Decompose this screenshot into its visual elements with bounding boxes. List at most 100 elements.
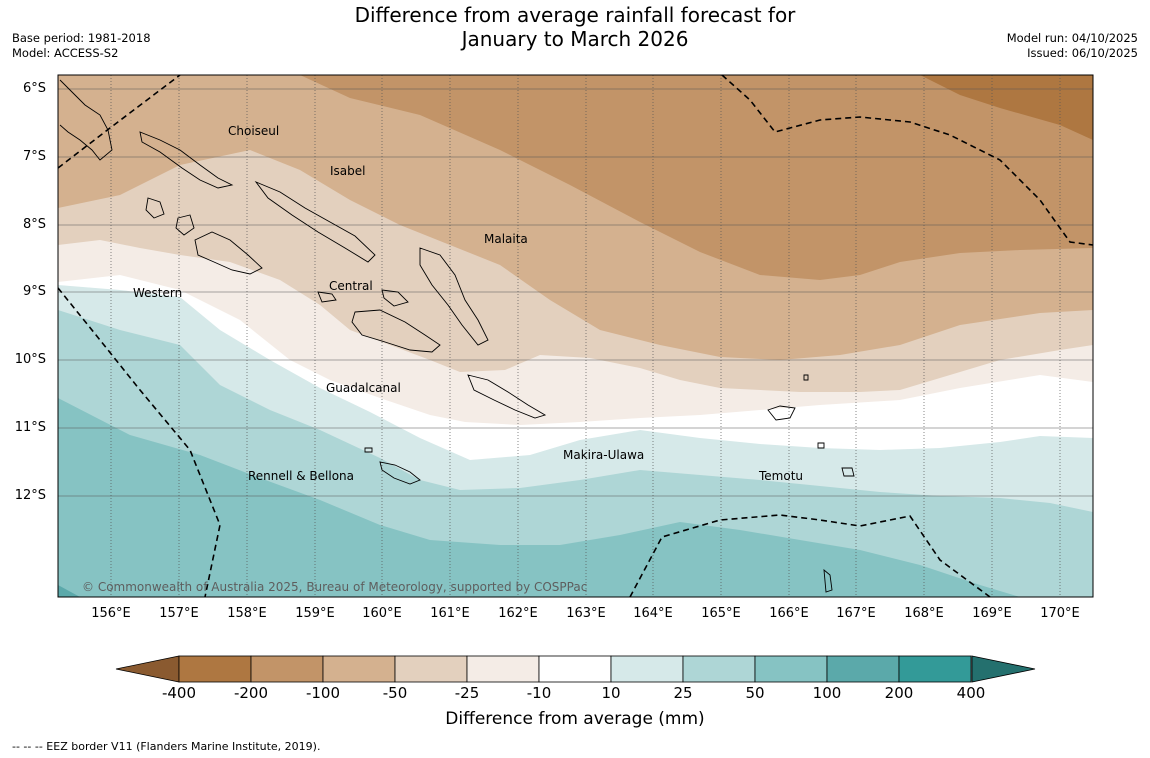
island-new-georgia (194, 231, 263, 275)
colorbar-cell (754, 655, 828, 683)
meridian-lines (110, 75, 1061, 597)
colorbar-label: -50 (382, 684, 408, 702)
lon-label: 156°E (91, 606, 131, 621)
lon-label: 169°E (972, 606, 1012, 621)
eez-legend-note: -- -- -- EEZ border V11 (Flanders Marine… (12, 740, 321, 753)
colorbar-cell (322, 655, 396, 683)
region-label-malaita: Malaita (484, 232, 528, 246)
colorbar-arrow-low (115, 655, 180, 683)
lon-label: 158°E (227, 606, 267, 621)
region-label-guadalcanal: Guadalcanal (326, 381, 401, 395)
meta-left: Base period: 1981-2018 Model: ACCESS-S2 (12, 31, 151, 61)
colorbar-cell (898, 655, 972, 683)
colorbar-cell (394, 655, 468, 683)
colorbar-cell (178, 655, 252, 683)
eez-line-north (57, 74, 181, 169)
lon-label: 165°E (701, 606, 741, 621)
copyright-notice: © Commonwealth of Australia 2025, Bureau… (82, 580, 588, 594)
colorbar-cell (538, 655, 612, 683)
lat-label: 11°S (14, 420, 46, 435)
contour-pos-100 (58, 585, 80, 597)
colorbar-cells (178, 655, 972, 683)
colorbar (115, 655, 1036, 683)
lon-label: 168°E (904, 606, 944, 621)
title-line-1: Difference from average rainfall forecas… (354, 3, 796, 27)
region-label-rennell: Rennell & Bellona (248, 469, 355, 483)
colorbar-cell (826, 655, 900, 683)
lat-label: 9°S (22, 284, 46, 299)
lon-label: 159°E (295, 606, 335, 621)
colorbar-label: 50 (745, 684, 765, 702)
eez-borders (57, 74, 1094, 598)
lon-label: 164°E (633, 606, 673, 621)
island-small-east (823, 568, 833, 593)
region-label-temotu: Temotu (759, 469, 804, 483)
lon-label: 162°E (498, 606, 538, 621)
island-choiseul (139, 131, 234, 189)
model-run: Model run: 04/10/2025 (1006, 31, 1138, 45)
colorbar-label: 10 (601, 684, 621, 702)
island-vella (145, 197, 165, 219)
eez-line-west (57, 287, 221, 598)
island-makira (467, 374, 547, 419)
region-label-choiseul: Choiseul (228, 124, 280, 138)
island-guadalcanal (351, 309, 441, 353)
base-period: Base period: 1981-2018 (12, 31, 151, 45)
issued-date: Issued: 06/10/2025 (1027, 46, 1138, 60)
contour-pos-50 (58, 398, 1020, 597)
eez-line-south (629, 514, 991, 598)
lat-label: 12°S (14, 488, 46, 503)
grid-lines (58, 88, 1093, 497)
colorbar-label: -400 (161, 684, 197, 702)
colorbar-cell (250, 655, 324, 683)
meta-right: Model run: 04/10/2025 Issued: 06/10/2025 (1007, 31, 1138, 61)
map-frame (57, 74, 1094, 598)
contour-neg-100 (58, 75, 1093, 280)
lon-label: 161°E (430, 606, 470, 621)
region-label-western: Western (133, 286, 183, 300)
colorbar-label: 100 (812, 684, 842, 702)
island-bougainville (59, 79, 113, 161)
island-reef (803, 374, 809, 381)
lat-label: 8°S (22, 217, 46, 232)
title-line-2: January to March 2026 (461, 27, 689, 51)
island-rennell (379, 461, 421, 485)
island-florida (317, 291, 337, 303)
lon-label: 167°E (836, 606, 876, 621)
lat-label: 6°S (22, 81, 46, 96)
lon-label: 160°E (362, 606, 402, 621)
region-label-makira: Makira-Ulawa (563, 448, 645, 462)
lon-label: 163°E (566, 606, 606, 621)
islands (59, 79, 855, 593)
lon-label: 157°E (159, 606, 199, 621)
lat-label: 10°S (14, 352, 46, 367)
colorbar-label: 25 (673, 684, 693, 702)
island-malaita (419, 247, 489, 346)
colorbar-label: 400 (956, 684, 986, 702)
island-russell (381, 289, 409, 307)
colorbar-arrow-high (971, 655, 1036, 683)
island-bellona (364, 447, 373, 453)
island-vanikoro (841, 467, 855, 477)
colorbar-label: -200 (233, 684, 269, 702)
island-santa-cruz (767, 405, 796, 421)
colorbar-cell (610, 655, 684, 683)
contour-neg-200 (920, 75, 1093, 140)
colorbar-cell (466, 655, 540, 683)
region-label-central: Central (329, 279, 373, 293)
colorbar-label: -100 (305, 684, 341, 702)
colorbar-cell (682, 655, 756, 683)
lon-label: 166°E (769, 606, 809, 621)
model-name: Model: ACCESS-S2 (12, 46, 119, 60)
colorbar-title: Difference from average (mm) (445, 709, 705, 729)
lon-label: 170°E (1040, 606, 1080, 621)
lat-label: 7°S (22, 149, 46, 164)
island-isabel (254, 180, 376, 263)
colorbar-label: -25 (454, 684, 480, 702)
colorbar-label: 200 (884, 684, 914, 702)
island-kolombangara (175, 214, 195, 236)
island-utupua (817, 442, 825, 449)
region-label-isabel: Isabel (330, 164, 366, 178)
chart-title: Difference from average rainfall forecas… (0, 3, 1150, 51)
